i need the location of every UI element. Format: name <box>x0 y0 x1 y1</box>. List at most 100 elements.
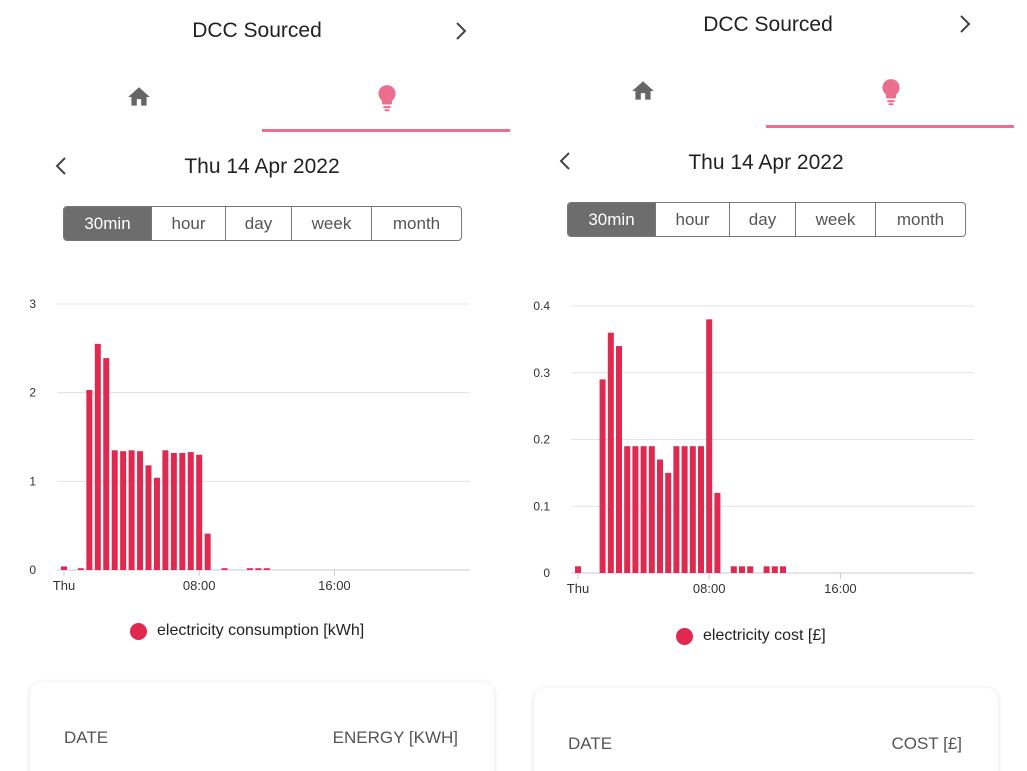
bar <box>763 566 770 573</box>
date-title: Thu 14 Apr 2022 <box>184 155 340 178</box>
bar <box>747 566 754 573</box>
bar <box>77 568 84 570</box>
range-day-button[interactable]: day <box>226 207 292 240</box>
bar <box>137 451 144 570</box>
x-tick-label: 08:00 <box>693 581 726 596</box>
bar <box>599 379 606 573</box>
y-tick-label: 0.1 <box>533 499 550 513</box>
bar <box>162 450 169 570</box>
range-day-button[interactable]: day <box>730 203 796 236</box>
chevron-right-icon[interactable] <box>959 15 971 33</box>
bar <box>111 450 118 570</box>
bar <box>624 446 631 573</box>
tab-electricity[interactable] <box>766 62 1014 122</box>
bar <box>196 454 203 570</box>
chevron-left-icon[interactable] <box>559 152 571 170</box>
y-tick-label: 0 <box>29 563 36 577</box>
bar <box>616 346 622 573</box>
tab-indicator <box>262 129 510 132</box>
range-selector: 30min hour day week month <box>63 206 462 241</box>
bar <box>739 566 745 573</box>
bar <box>689 446 696 573</box>
bar <box>221 568 228 570</box>
lightbulb-icon <box>378 85 396 112</box>
bar <box>640 446 647 573</box>
bar <box>179 452 186 570</box>
table-header-date: DATE <box>64 728 109 747</box>
consumption-panel: DCC Sourced Thu 14 Apr 2022 30min hour d… <box>14 19 510 771</box>
bar <box>706 319 713 573</box>
bar <box>94 343 101 570</box>
legend-dot <box>130 622 147 640</box>
bar <box>255 568 262 570</box>
chart-legend: electricity consumption [kWh] <box>130 622 364 640</box>
bar <box>665 472 672 573</box>
bar <box>263 568 270 570</box>
x-tick-label: 08:00 <box>183 578 216 593</box>
chevron-left-icon[interactable] <box>55 157 67 175</box>
cost-panel: DCC Sourced Thu 14 Apr 2022 30min hour d… <box>514 0 1027 771</box>
bar <box>575 566 581 573</box>
bar <box>103 358 110 570</box>
range-hour-button[interactable]: hour <box>152 207 226 240</box>
home-icon <box>632 81 654 100</box>
chevron-right-icon[interactable] <box>455 22 467 40</box>
bar <box>246 568 253 570</box>
x-tick-label: Thu <box>53 578 75 593</box>
legend-label: electricity consumption [kWh] <box>157 622 365 639</box>
y-tick-label: 1 <box>29 474 36 488</box>
bar <box>145 465 152 570</box>
bar <box>61 566 67 570</box>
tab-home[interactable] <box>518 62 766 122</box>
bar <box>698 446 704 573</box>
table-header-date: DATE <box>568 734 613 753</box>
bar <box>780 566 786 573</box>
table-header-cost: COST [£] <box>891 734 962 753</box>
legend-label: electricity cost [£] <box>703 627 826 644</box>
x-tick-label: 16:00 <box>318 578 351 593</box>
bar <box>170 452 177 570</box>
consumption-chart: 0 1 2 3 Thu 08:00 16:00 <box>29 297 470 593</box>
x-tick-label: 16:00 <box>824 581 857 596</box>
legend-dot <box>676 627 693 645</box>
y-tick-label: 0.2 <box>533 433 550 447</box>
header-title: DCC Sourced <box>192 19 322 42</box>
bar <box>128 450 135 570</box>
table-header-energy: ENERGY [KWH] <box>332 728 458 747</box>
range-week-button[interactable]: week <box>796 203 876 236</box>
range-selector: 30min hour day week month <box>567 202 966 237</box>
y-tick-label: 0.3 <box>533 366 550 380</box>
bar <box>607 332 614 573</box>
y-tick-label: 2 <box>29 386 36 400</box>
range-month-button[interactable]: month <box>392 214 441 233</box>
range-month-button[interactable]: month <box>896 210 945 229</box>
bar <box>771 566 778 573</box>
bar <box>120 451 127 570</box>
date-title: Thu 14 Apr 2022 <box>688 151 844 174</box>
bar <box>648 446 655 573</box>
chart-legend: electricity cost [£] <box>676 627 826 645</box>
y-tick-label: 0 <box>543 566 550 580</box>
x-tick-label: Thu <box>567 581 589 596</box>
header-title: DCC Sourced <box>703 13 833 36</box>
bar <box>86 390 93 570</box>
bar <box>673 446 680 573</box>
tab-electricity[interactable] <box>262 68 510 128</box>
cost-chart: 0 0.1 0.2 0.3 0.4 Thu 08:00 16:00 <box>533 299 974 596</box>
readings-table-card: DATE COST [£] <box>534 688 998 771</box>
bar <box>657 459 663 573</box>
tab-home[interactable] <box>14 68 262 128</box>
range-30min-button[interactable]: 30min <box>64 207 152 240</box>
bar <box>730 566 737 573</box>
range-30min-button[interactable]: 30min <box>568 203 656 236</box>
y-tick-label: 0.4 <box>533 299 550 313</box>
lightbulb-icon <box>882 79 900 106</box>
tab-indicator <box>766 125 1014 128</box>
bar <box>204 533 211 570</box>
range-hour-button[interactable]: hour <box>656 203 730 236</box>
readings-table-card: DATE ENERGY [KWH] <box>30 682 494 771</box>
bar <box>187 452 194 570</box>
home-icon <box>128 87 150 106</box>
bar <box>632 446 639 573</box>
range-week-button[interactable]: week <box>292 207 372 240</box>
